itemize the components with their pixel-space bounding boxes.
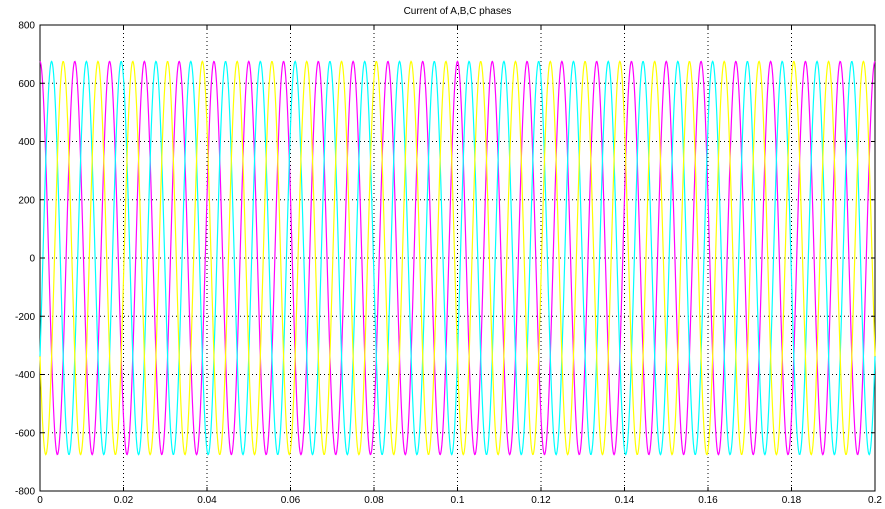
y-tick-label: -600 <box>15 428 35 439</box>
series-line <box>39 60 876 456</box>
x-tick-label: 0.06 <box>281 495 301 506</box>
x-tick-label: 0.12 <box>531 495 551 506</box>
y-tick-label: -800 <box>15 487 35 498</box>
y-tick-label: -200 <box>15 312 35 323</box>
chart-title: Current of A,B,C phases <box>403 6 512 17</box>
x-tick-label: 0.04 <box>197 495 217 506</box>
x-tick-label: 0 <box>37 495 43 506</box>
y-tick-label: 600 <box>18 79 35 90</box>
series-group <box>39 60 876 456</box>
x-tick-label: 0.08 <box>364 495 384 506</box>
x-tick-label: 0.2 <box>868 495 882 506</box>
x-tick-label: 0.02 <box>114 495 134 506</box>
y-tick-label: 400 <box>18 137 35 148</box>
y-tick-label: -400 <box>15 370 35 381</box>
x-tick-label: 0.16 <box>698 495 718 506</box>
x-tick-label: 0.14 <box>615 495 635 506</box>
x-tick-label: 0.1 <box>451 495 465 506</box>
y-tick-label: 0 <box>29 254 35 265</box>
series-line <box>39 60 876 456</box>
x-tick-label: 0.18 <box>782 495 802 506</box>
y-tick-label: 200 <box>18 195 35 206</box>
y-tick-label: 800 <box>18 21 35 32</box>
axes: 0 0.02 0.04 0.06 0.08 0.1 0.12 0.14 0.16 0.18 0.2 8… <box>15 21 882 507</box>
